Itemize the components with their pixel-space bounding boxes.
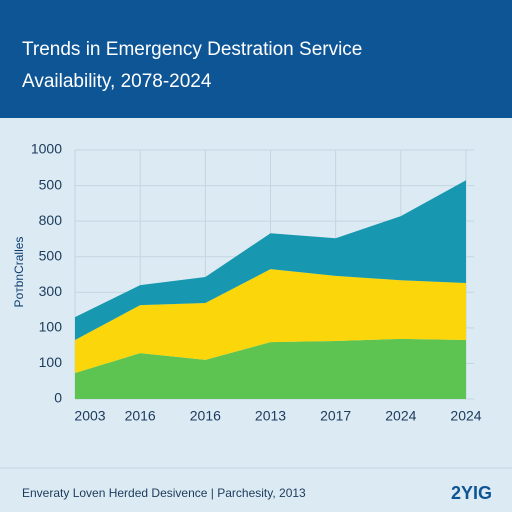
x-tick-label: 2016	[125, 408, 156, 424]
plot: 0 100 100 300 500 800 500 1000 2003 2016 2016 2013 2…	[31, 141, 482, 424]
area	[75, 180, 466, 340]
logo: 2YIG	[451, 483, 492, 503]
area	[75, 338, 466, 399]
y-tick-label: 800	[39, 212, 63, 228]
footer: Enveraty Loven Herded Desivence | Parche…	[22, 486, 306, 500]
y-tick-label: 1000	[31, 141, 62, 157]
y-tick-label: 0	[54, 390, 62, 406]
chart-title: Trends in Emergency Destration Service	[22, 39, 362, 60]
y-tick-label: 500	[39, 176, 63, 192]
x-tick-label: 2024	[385, 408, 416, 424]
x-tick-label: 2016	[190, 408, 221, 424]
x-tick-label: 2003	[74, 408, 105, 424]
y-tick-label: 100	[39, 354, 63, 370]
x-tick-label: 2024	[450, 408, 481, 424]
chart-title: Availability, 2078-2024	[22, 71, 212, 92]
y-tick-label: 500	[39, 247, 63, 263]
y-tick-label: 300	[39, 283, 63, 299]
y-axis-label: PoтbnCralles	[12, 237, 26, 308]
x-tick-label: 2017	[320, 408, 351, 424]
y-tick-label: 100	[39, 319, 63, 335]
x-tick-label: 2013	[255, 408, 286, 424]
area	[75, 269, 466, 374]
header	[0, 0, 512, 118]
